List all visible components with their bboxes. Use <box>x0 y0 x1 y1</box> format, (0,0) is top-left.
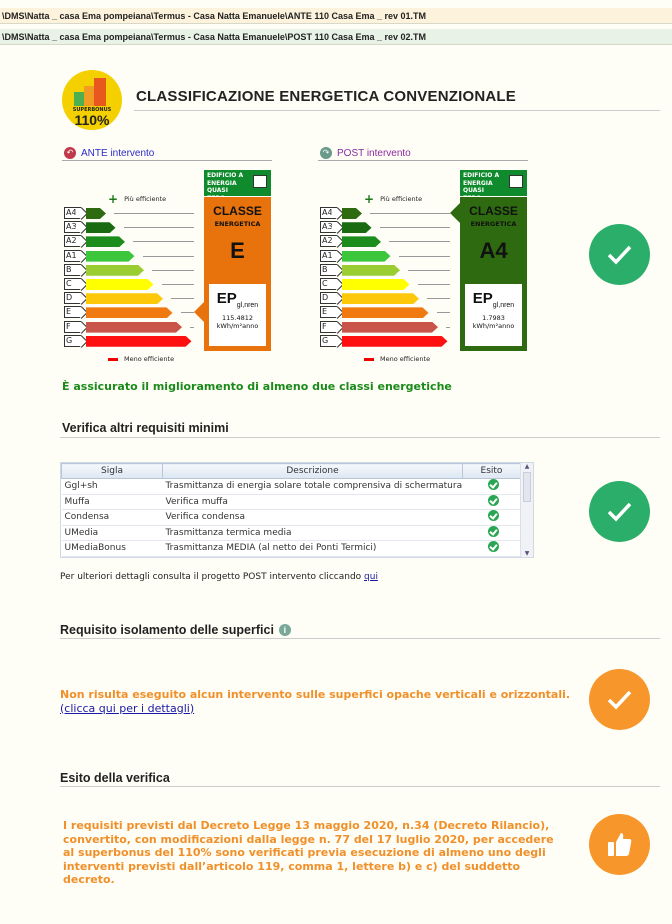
class-indicator-arrow <box>450 203 460 223</box>
class-bar <box>342 236 381 247</box>
class-bar <box>86 322 182 333</box>
requisiti-check-circle <box>589 481 650 542</box>
isolamento-message: Non risulta eseguito alcun intervento su… <box>60 688 571 701</box>
superbonus-logo: SUPERBONUS 110% <box>62 70 122 130</box>
check-icon <box>487 494 499 506</box>
ante-file-path: \DMS\Natta _ casa Ema pompeiana\Termus -… <box>0 8 672 24</box>
energy-class: A4 <box>479 238 508 263</box>
class-box: CLASSE ENERGETICA E EPgl,nren 115.4812 kWh/m²… <box>204 197 271 351</box>
class-bar <box>86 222 116 233</box>
nzeb-box: EDIFICIO A ENERGIA QUASI ZERO <box>204 170 271 202</box>
table-row[interactable]: Ggl+sh Trasmittanza di energia solare tot… <box>61 478 521 495</box>
post-file-path: \DMS\Natta _ casa Ema pompeiana\Termus -… <box>0 29 672 45</box>
ep-value: 115.4812 <box>221 314 253 322</box>
class-bar <box>86 293 163 304</box>
improvement-message: È assicurato il miglioramento di almeno … <box>62 380 452 393</box>
thumbs-up-icon <box>608 833 632 856</box>
thumbs-up-circle <box>589 814 650 875</box>
energy-check-circle <box>589 224 650 285</box>
class-bar <box>342 251 391 262</box>
class-bar <box>86 336 192 347</box>
requisiti-title: Verifica altri requisiti minimi <box>62 421 229 435</box>
isolamento-check-circle <box>589 669 650 730</box>
requisiti-note: Per ulteriori dettagli consulta il proge… <box>60 572 365 582</box>
post-details-link[interactable]: qui <box>364 572 378 582</box>
class-bar <box>342 293 419 304</box>
more-efficient-legend: + Più efficiente <box>108 192 167 206</box>
class-bar <box>86 307 173 318</box>
page-title: CLASSIFICAZIONE ENERGETICA CONVENZIONALE <box>136 88 516 105</box>
class-bar <box>342 265 400 276</box>
class-bar <box>342 336 448 347</box>
nzeb-checkbox <box>253 175 267 188</box>
nzeb-box: EDIFICIO A ENERGIA QUASI ZERO <box>460 170 527 202</box>
nzeb-checkbox <box>509 175 523 188</box>
class-box: CLASSE ENERGETICA A4 EPgl,nren 1.7983 kWh/m²a… <box>460 197 527 351</box>
class-bar <box>342 222 372 233</box>
esito-title: Esito della verifica <box>60 771 170 785</box>
class-bar <box>86 251 135 262</box>
class-bar <box>86 265 144 276</box>
class-bar <box>86 208 106 219</box>
table-row[interactable]: Condensa Verifica condensa <box>61 509 521 526</box>
esito-message: I requisiti previsti dal Decreto Legge 1… <box>63 819 554 886</box>
class-bar <box>342 307 429 318</box>
isolamento-details-link[interactable]: (clicca qui per i dettagli) <box>60 701 195 715</box>
post-energy-chart: ↷ POST intervento + Più efficiente A4 A3 A2 A1 B… <box>316 145 531 370</box>
chart-header: ANTE intervento <box>81 147 155 159</box>
class-bar <box>342 322 438 333</box>
chart-header: POST intervento <box>337 147 411 159</box>
less-efficient-legend: Meno efficiente <box>108 355 174 363</box>
class-bar <box>86 236 125 247</box>
table-row[interactable]: UMedia Trasmittanza termica media <box>61 525 521 541</box>
energy-class: E <box>230 238 245 263</box>
table-row[interactable]: UMediaBonus Trasmittanza MEDIA (al netto … <box>61 540 521 557</box>
check-icon <box>487 510 499 522</box>
table-scrollbar[interactable]: ▲ ▼ <box>520 463 533 557</box>
ante-energy-chart: ↶ ANTE intervento + Più efficiente A4 A3 A2 A1 B… <box>60 145 275 370</box>
requisiti-table: Sigla Descrizione Esito Ggl+sh Trasmittan… <box>60 462 534 558</box>
back-arrow-icon: ↶ <box>64 147 76 159</box>
check-icon <box>487 479 499 491</box>
col-sigla[interactable]: Sigla <box>61 463 163 479</box>
class-bar <box>342 208 362 219</box>
col-esito[interactable]: Esito <box>462 463 521 479</box>
check-icon <box>487 525 499 537</box>
table-row[interactable]: Muffa Verifica muffa <box>61 494 521 510</box>
forward-arrow-icon: ↷ <box>320 147 332 159</box>
check-icon <box>487 541 499 553</box>
less-efficient-legend: Meno efficiente <box>364 355 430 363</box>
isolamento-title: Requisito isolamento delle superfici <box>60 623 274 637</box>
info-icon[interactable]: i <box>278 624 291 636</box>
col-descrizione[interactable]: Descrizione <box>162 463 463 479</box>
class-bar <box>86 279 154 290</box>
ep-value: 1.7983 <box>482 314 505 322</box>
class-indicator-arrow <box>194 302 204 323</box>
class-bar <box>342 279 410 290</box>
more-efficient-legend: + Più efficiente <box>364 192 423 206</box>
